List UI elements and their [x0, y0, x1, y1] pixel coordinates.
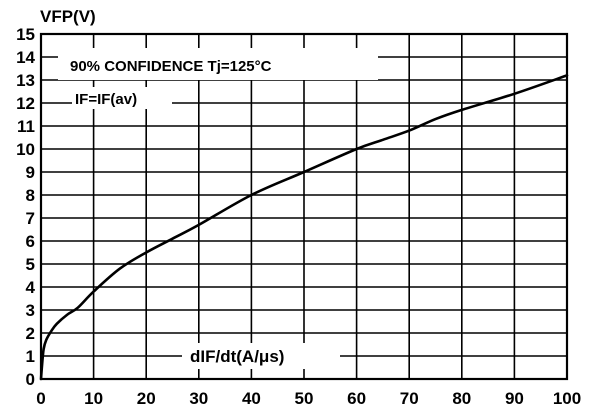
x-tick-label: 20 — [137, 389, 156, 408]
y-tick-label: 8 — [26, 186, 35, 205]
series-line — [39, 74, 569, 381]
x-label-bg — [182, 343, 340, 369]
y-tick-label: 0 — [26, 370, 35, 389]
x-tick-label: 70 — [400, 389, 419, 408]
y-tick-label: 10 — [16, 140, 35, 159]
grid — [40, 33, 568, 380]
y-tick-label: 14 — [16, 48, 35, 67]
y-tick-label: 13 — [16, 71, 35, 90]
y-tick-label: 5 — [26, 255, 35, 274]
y-axis-label: VFP(V) — [40, 7, 96, 26]
x-tick-label: 90 — [505, 389, 524, 408]
y-tick-label: 7 — [26, 209, 35, 228]
y-tick-label: 6 — [26, 232, 35, 251]
y-tick-label: 12 — [16, 94, 35, 113]
y-tick-label: 9 — [26, 163, 35, 182]
x-tick-label: 80 — [452, 389, 471, 408]
y-tick-label: 1 — [26, 347, 35, 366]
tick-labels: 0 10 20 30 40 50 60 70 80 90 100012345678910111213… — [16, 25, 581, 408]
annotation-box-bg — [58, 48, 378, 80]
x-tick-label: 40 — [242, 389, 261, 408]
annotation-box-bg — [72, 87, 172, 109]
x-tick-label: 50 — [295, 389, 314, 408]
y-tick-label: 15 — [16, 25, 35, 44]
y-tick-label: 11 — [17, 117, 35, 136]
x-tick-label: 0 — [36, 389, 45, 408]
annotation-if-condition: IF=IF(av) — [75, 91, 137, 108]
x-tick-label: 60 — [347, 389, 366, 408]
y-tick-label: 4 — [26, 278, 36, 297]
x-axis-label: dIF/dt(A/μs) — [190, 347, 284, 366]
x-tick-label: 30 — [189, 389, 208, 408]
plot-frame — [39, 32, 569, 381]
x-tick-label: 10 — [84, 389, 103, 408]
x-tick-label: 100 — [553, 389, 581, 408]
y-tick-label: 2 — [26, 324, 35, 343]
y-tick-label: 3 — [26, 301, 35, 320]
annotation-confidence: 90% CONFIDENCE Tj=125°C — [70, 58, 272, 75]
